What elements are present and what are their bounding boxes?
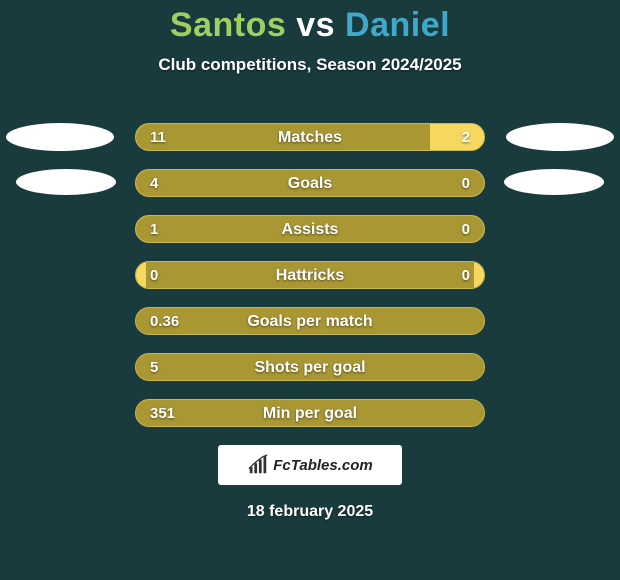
date-text: 18 february 2025 (0, 503, 620, 521)
stat-value-left: 1 (150, 216, 158, 243)
stats-card: Santos vs Daniel Club competitions, Seas… (0, 0, 620, 580)
stat-value-left: 0.36 (150, 308, 179, 335)
stat-value-right: 0 (462, 216, 470, 243)
player-a-name: Santos (170, 6, 286, 44)
stat-row-split: Goals4 0 (135, 169, 485, 197)
stat-value-left: 5 (150, 354, 158, 381)
stat-value-left: 11 (150, 124, 166, 151)
stat-row-split: Hattricks0 0 (135, 261, 485, 289)
stat-row-split: Matches11 2 (135, 123, 485, 151)
vs-text: vs (296, 6, 335, 44)
stat-value-left: 351 (150, 400, 175, 427)
stat-value-left: 0 (150, 262, 158, 289)
stat-label: Shots per goal (136, 354, 484, 381)
player-a-badge-1 (6, 123, 114, 151)
stat-value-right: 2 (462, 124, 470, 151)
chart-area: Matches112Goals40Assists10Hattricks00Goa… (0, 111, 620, 421)
stat-row-full: Min per goal351 (135, 399, 485, 427)
stat-row-full: Goals per match0.36 (135, 307, 485, 335)
subtitle: Club competitions, Season 2024/2025 (0, 55, 620, 75)
stat-value-right: 0 (462, 170, 470, 197)
stat-label: Hattricks (136, 262, 484, 289)
stat-row-full: Shots per goal5 (135, 353, 485, 381)
stat-value-left: 4 (150, 170, 158, 197)
stat-label: Matches (136, 124, 484, 151)
player-b-badge-1 (506, 123, 614, 151)
stat-label: Min per goal (136, 400, 484, 427)
title: Santos vs Daniel (0, 6, 620, 45)
brand-chart-icon (247, 454, 269, 476)
brand-box: FcTables.com (218, 445, 402, 485)
stat-label: Goals (136, 170, 484, 197)
stat-value-right: 0 (462, 262, 470, 289)
stat-label: Goals per match (136, 308, 484, 335)
stat-rows: Matches112Goals40Assists10Hattricks00Goa… (135, 123, 485, 427)
player-b-badge-2 (504, 169, 604, 195)
player-b-name: Daniel (345, 6, 450, 44)
stat-label: Assists (136, 216, 484, 243)
player-a-badge-2 (16, 169, 116, 195)
brand-text: FcTables.com (273, 457, 372, 474)
stat-row-split: Assists1 0 (135, 215, 485, 243)
